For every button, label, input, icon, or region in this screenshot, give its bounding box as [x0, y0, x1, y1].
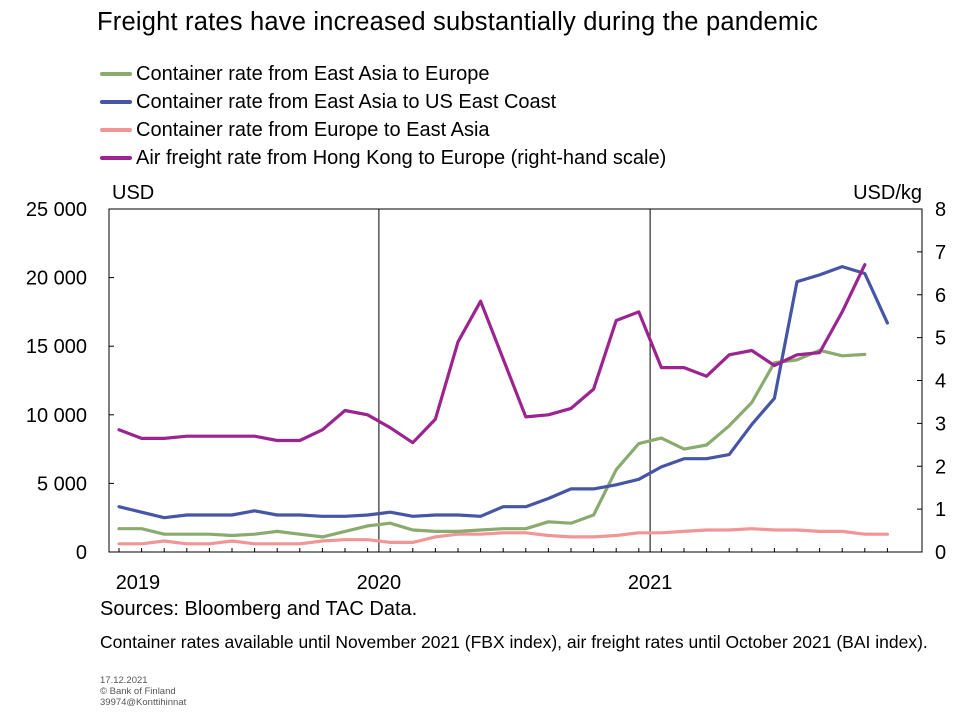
footer-code: 39974@Konttihinnat [100, 697, 187, 708]
series-line-asia-europe [117, 348, 867, 539]
data-note: Container rates available until November… [100, 632, 928, 652]
footer-org: © Bank of Finland [100, 686, 176, 697]
right-tick-label: 5 [935, 328, 946, 350]
series-line-air-freight [117, 263, 867, 445]
legend-item-asia-us: Container rate from East Asia to US East… [100, 88, 666, 116]
left-tick-label: 5 000 [37, 473, 87, 495]
x-tick-label-2019: 2019 [116, 572, 161, 594]
chart-legend: Container rate from East Asia to Europe … [100, 60, 666, 172]
left-tick-label: 25 000 [26, 199, 87, 221]
legend-label-asia-europe: Container rate from East Asia to Europe [136, 62, 490, 85]
right-tick-label: 2 [935, 456, 946, 478]
legend-label-asia-us: Container rate from East Asia to US East… [136, 90, 557, 113]
source-line: Sources: Bloomberg and TAC Data. [100, 598, 418, 620]
left-axis-unit: USD [112, 182, 154, 204]
legend-label-europe-asia: Container rate from Europe to East Asia [136, 118, 490, 141]
series-line-asia-us [117, 265, 890, 520]
footer-meta: 17.12.2021 © Bank of Finland 39974@Kontt… [100, 675, 186, 708]
chart-title: Freight rates have increased substantial… [97, 8, 819, 36]
right-tick-label: 4 [935, 371, 946, 393]
legend-swatch-asia-us [100, 100, 132, 104]
legend-swatch-europe-asia [100, 128, 132, 132]
x-tick-label-2020: 2020 [357, 572, 402, 594]
legend-item-air-freight: Air freight rate from Hong Kong to Europ… [100, 144, 666, 172]
right-tick-label: 0 [935, 542, 946, 564]
left-tick-label: 0 [76, 542, 87, 564]
right-tick-label: 7 [935, 242, 946, 264]
legend-swatch-air-freight [100, 156, 132, 160]
left-tick-label: 10 000 [26, 405, 87, 427]
right-tick-label: 8 [935, 199, 946, 221]
footer-date: 17.12.2021 [100, 675, 148, 686]
legend-item-asia-europe: Container rate from East Asia to Europe [100, 60, 666, 88]
legend-swatch-asia-europe [100, 72, 132, 76]
series-line-europe-asia [117, 527, 890, 546]
right-tick-label: 3 [935, 413, 946, 435]
right-tick-label: 6 [935, 285, 946, 307]
x-tick-label-2021: 2021 [628, 572, 673, 594]
left-tick-label: 15 000 [26, 336, 87, 358]
legend-label-air-freight: Air freight rate from Hong Kong to Europ… [136, 146, 667, 169]
plot-frame [108, 208, 923, 553]
right-tick-label: 1 [935, 499, 946, 521]
legend-item-europe-asia: Container rate from Europe to East Asia [100, 116, 666, 144]
right-axis-unit: USD/kg [853, 182, 922, 204]
left-tick-label: 20 000 [26, 268, 87, 290]
